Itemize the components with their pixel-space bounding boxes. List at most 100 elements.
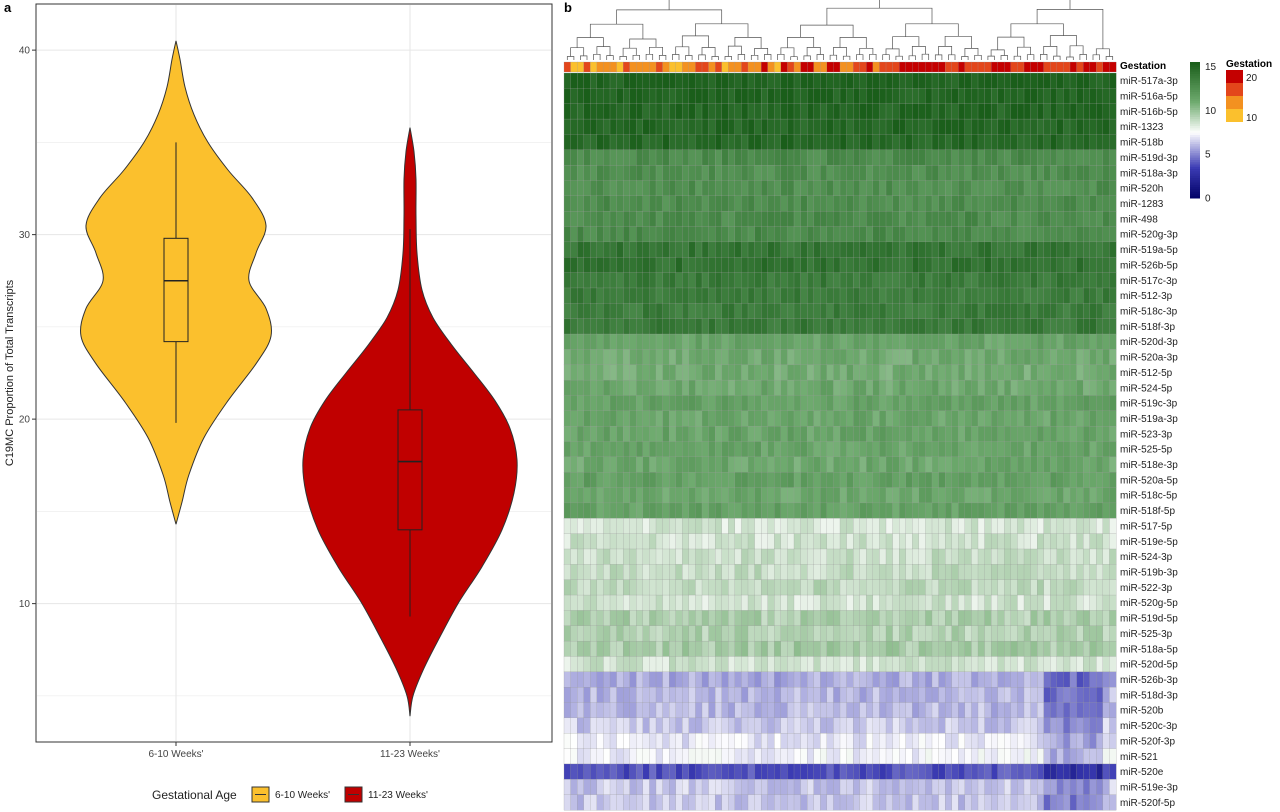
heatmap-cell [1017,272,1025,289]
heatmap-cell [747,441,755,458]
heatmap-cell [642,318,650,335]
heatmap-cell [1004,717,1012,734]
heatmap-cell [859,211,867,227]
heatmap-cell [918,241,926,258]
heatmap-cell [754,533,762,550]
heatmap-cell [1030,717,1038,734]
heatmap-cell [951,226,959,243]
heatmap-cell [1037,533,1045,550]
heatmap-cell [866,272,874,289]
heatmap-cell [1069,103,1077,120]
color-scale-label: 5 [1205,150,1211,161]
heatmap-cell [570,533,578,550]
heatmap-cell [984,364,992,381]
dendrogram-branch [1053,55,1061,60]
heatmap-cell [1083,379,1091,396]
heatmap-cell [885,656,893,673]
heatmap-cell [1004,579,1012,596]
heatmap-cell [925,548,933,565]
heatmap-cell [938,518,946,535]
heatmap-cell [899,579,907,596]
heatmap-cell [807,702,815,719]
heatmap-cell [813,88,821,105]
heatmap-cell [747,195,755,212]
heatmap-cell [872,687,880,703]
heatmap-cell [991,180,999,197]
heatmap-cell [741,748,749,765]
heatmap-cell [971,748,979,765]
heatmap-cell [984,318,992,335]
heatmap-cell [570,195,578,212]
heatmap-cell [931,441,939,458]
heatmap-cell [570,165,578,181]
heatmap-cell [583,149,591,166]
heatmap-cell [577,702,585,719]
heatmap-cell [813,272,821,289]
dendrogram-branch [938,46,953,55]
heatmap-cell [820,779,828,796]
heatmap-cell [931,410,939,427]
heatmap-cell [826,487,834,504]
heatmap-cell [991,410,999,427]
heatmap-cell [675,472,683,488]
heatmap-cell [583,426,591,442]
dendrogram-branch [645,53,654,60]
heatmap-cell [754,364,762,381]
heatmap-cell [807,303,815,320]
heatmap-cell [964,241,972,258]
heatmap-cell [997,610,1005,627]
heatmap-cell [1030,456,1038,473]
heatmap-cell [780,88,788,105]
heatmap-cell [951,610,959,627]
gestation-cell [951,61,959,73]
heatmap-cell [971,165,979,181]
heatmap-cell [747,149,755,166]
heatmap-cell [655,226,663,243]
heatmap-cell [905,272,913,289]
heatmap-cell [971,533,979,550]
heatmap-cell [931,149,939,166]
gestation-cell [945,61,953,73]
heatmap-cell [879,211,887,227]
heatmap-cell [708,717,716,734]
heatmap-cell [853,456,861,473]
heatmap-cell [977,287,985,304]
heatmap-cell [1096,779,1104,796]
row-label: miR-518b [1120,138,1164,149]
heatmap-cell [859,395,867,412]
heatmap-cell [715,180,723,197]
heatmap-cell [1050,211,1058,227]
heatmap-cell [570,640,578,657]
heatmap-cell [885,441,893,458]
heatmap-cell [1089,748,1097,765]
heatmap-cell [892,472,900,488]
heatmap-cell [1076,195,1084,212]
heatmap-cell [642,426,650,442]
heatmap-cell [859,195,867,212]
heatmap-cell [866,395,874,412]
heatmap-cell [872,287,880,304]
heatmap-cell [563,318,571,335]
heatmap-cell [590,487,598,504]
heatmap-cell [931,241,939,258]
heatmap-cell [1076,702,1084,719]
heatmap-cell [1063,165,1071,181]
heatmap-cell [1023,610,1031,627]
heatmap-cell [590,763,598,780]
heatmap-cell [945,333,953,350]
heatmap-cell [1017,72,1025,89]
heatmap-cell [1030,349,1038,366]
heatmap-cell [859,548,867,565]
heatmap-cell [649,610,657,627]
heatmap-cell [675,272,683,289]
heatmap-cell [793,687,801,703]
heatmap-cell [826,441,834,458]
heatmap-cell [682,579,690,596]
heatmap-cell [1096,395,1104,412]
heatmap-cell [754,257,762,274]
heatmap-cell [728,349,736,366]
heatmap-cell [734,426,742,442]
heatmap-cell [1010,518,1018,535]
heatmap-cell [675,625,683,642]
heatmap-cell [1056,349,1064,366]
